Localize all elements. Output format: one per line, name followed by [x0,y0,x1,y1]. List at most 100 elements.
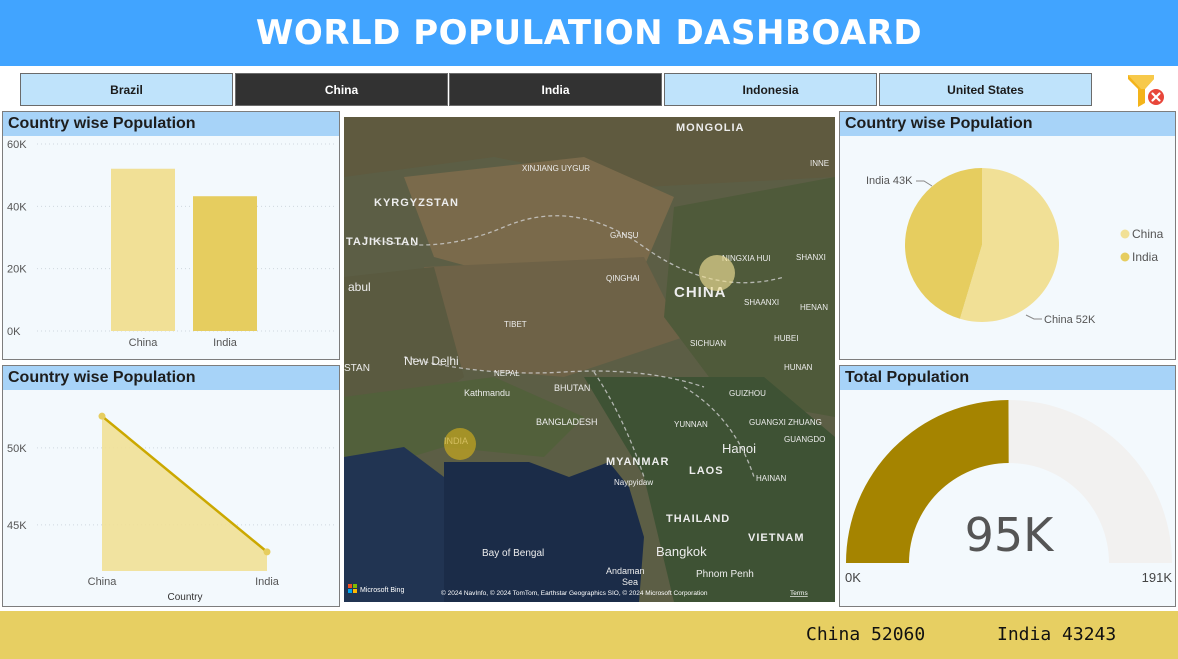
bing-logo-icon [348,584,352,588]
map-label: HUNAN [784,363,813,372]
bing-logo-icon [353,584,357,588]
map-label: SICHUAN [690,339,726,348]
data-label-india: India 43K [866,175,913,187]
footer-label: India [997,624,1052,645]
legend-label-china: China [1132,227,1164,241]
slicer-button-brazil[interactable]: Brazil [20,73,233,106]
y-tick-label: 60K [7,139,27,151]
pie-chart: China 52K India 43K China India [866,168,1164,326]
bar-chart: 0K 20K 40K 60K China India [7,139,337,349]
map-label: Bangkok [656,544,707,559]
map-label: SHANXI [796,253,826,262]
y-tick-label: 40K [7,201,27,213]
map-terms-link: Terms [790,590,808,597]
map-label: NINGXIA HUI [722,254,770,263]
gauge-max-label: 191K [1142,570,1173,585]
map-label: MYANMAR [606,456,669,468]
slicer-button-india[interactable]: India [449,73,662,106]
bing-logo-icon [348,589,352,593]
gauge-title: Total Population [840,366,1175,390]
area-fill [102,416,267,571]
map-label: Naypyidaw [614,478,653,487]
gauge-min-label: 0K [845,570,861,585]
map-label: Hanoi [722,441,756,456]
terrain-region [344,267,464,417]
map-label: Phnom Penh [696,569,754,580]
leader-line [1025,314,1042,320]
map-logo-text: Microsoft Bing [360,587,404,594]
map-label: XINJIANG UYGUR [522,164,590,173]
bing-logo-icon [353,589,357,593]
map-bubble-india [444,428,476,460]
footer-item-china: China 52060 [806,624,925,645]
bar-india [193,196,257,331]
y-tick-label: 20K [7,264,27,276]
header-bar: WORLD POPULATION DASHBOARD [0,0,1178,66]
gauge-fill [846,400,1009,563]
x-tick-label: China [129,337,159,349]
terrain-region [344,117,835,187]
terrain-region [584,377,835,602]
map-label: STAN [344,363,370,374]
map-bubble-china [699,255,735,291]
legend-label-india: India [1132,250,1158,264]
map-label: MONGOLIA [676,122,745,134]
map-label: HENAN [800,303,828,312]
pie-chart-title: Country wise Population [840,112,1175,136]
pie-slice-india [905,168,982,319]
bar-chart-panel: 0K 20K 40K 60K China India Country wise Popul… [2,111,340,360]
slicer-button-united-states[interactable]: United States [879,73,1092,106]
pie-chart-panel: China 52K India 43K China India Country wis… [839,111,1176,360]
leader-line [916,180,933,187]
map-label: KYRGYZSTAN [374,197,459,209]
line-chart: 45K 50K China India Country [7,412,337,603]
map-label: VIETNAM [748,532,805,544]
y-tick-label: 45K [7,520,27,532]
map-label: YUNNAN [674,420,708,429]
clear-filter-icon[interactable] [1126,73,1164,109]
map-label: INNE [810,159,829,168]
x-tick-label: China [88,576,118,588]
gauge-chart: 95K 0K 191K [845,400,1173,585]
legend-marker-india [1120,252,1130,262]
slicer-button-china[interactable]: China [235,73,448,106]
y-tick-label: 50K [7,443,27,455]
footer-value: 52060 [871,624,926,645]
y-tick-label: 0K [7,326,21,338]
terrain-region [664,177,835,417]
map-label: GUANGXI ZHUANG [749,418,822,427]
map-label: GANSU [610,231,639,240]
map-label: HAINAN [756,474,786,483]
pie-slice-china [959,168,1059,322]
map-label: Andaman [606,566,645,576]
map-label: Bay of Bengal [482,548,544,559]
map-attribution: © 2024 NavInfo, © 2024 TomTom, Earthstar… [441,589,708,597]
map-label: THAILAND [666,513,730,525]
slicer-button-indonesia[interactable]: Indonesia [664,73,877,106]
x-tick-label: India [255,576,280,588]
map-label: New Delhi [404,354,459,368]
page-title: WORLD POPULATION DASHBOARD [255,13,923,53]
bar-china [111,168,175,331]
map-label: BANGLADESH [536,417,598,427]
bay-of-bengal-water [444,462,644,602]
footer-value: 43243 [1062,624,1117,645]
series-line [101,415,268,553]
population-map[interactable]: MONGOLIA XINJIANG UYGUR KYRGYZSTAN TAJIKIST… [344,117,835,602]
map-label: TIBET [504,320,527,329]
map-label: TAJIKISTAN [346,236,419,248]
border-lines [363,215,785,478]
footer-bar: China 52060 India 43243 [0,611,1178,659]
gauge-panel: 95K 0K 191K Total Population [839,365,1176,607]
legend-marker-china [1120,229,1130,239]
arabian-sea-water [344,447,444,602]
map-label: NEPAL [494,369,520,378]
map-label: GUIZHOU [729,389,766,398]
data-point-china [98,412,106,420]
data-point-india [263,548,271,556]
line-chart-title: Country wise Population [3,366,339,390]
map-label: GUANGDO [784,435,825,444]
map-label: Kathmandu [464,388,510,398]
map-label: LAOS [689,465,724,477]
